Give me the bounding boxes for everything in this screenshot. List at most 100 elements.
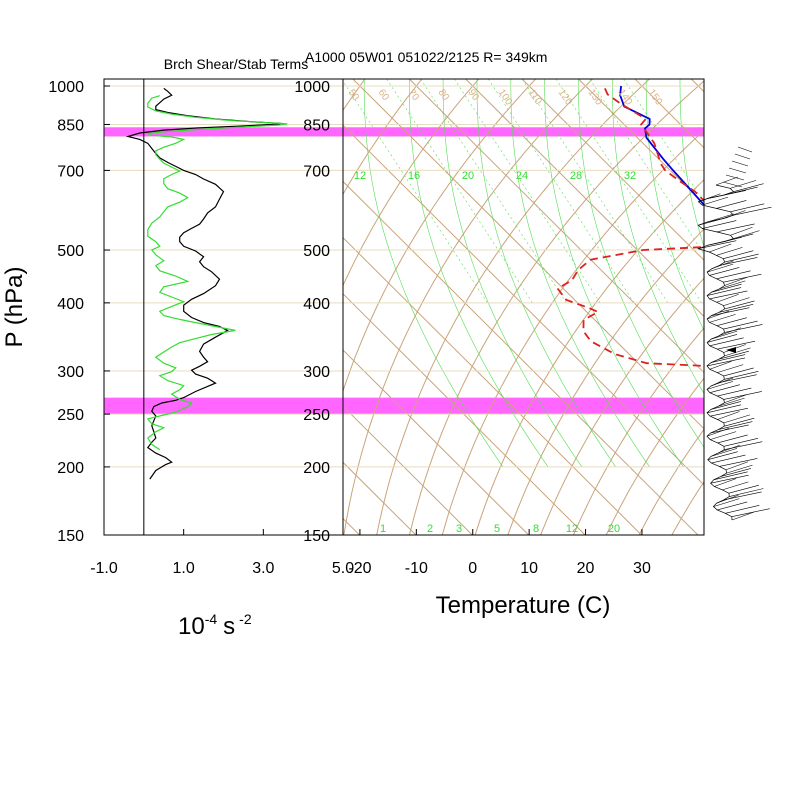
wind-barb [718, 327, 742, 337]
wind-barb [724, 371, 759, 380]
skewt-background-lines [343, 79, 800, 535]
moist-adiabat [476, 79, 616, 468]
wind-barb [702, 196, 729, 206]
right-xtick-label: -10 [405, 560, 428, 577]
wind-barb [719, 304, 754, 313]
wind-barb [723, 297, 750, 306]
wind-barb [710, 424, 749, 434]
wind-barb [713, 471, 748, 481]
wind-barb [731, 508, 770, 517]
dry-adiabat [507, 228, 704, 535]
wind-barb [709, 314, 736, 323]
right-series-group [556, 85, 704, 367]
adiabat-label: 80 [436, 87, 452, 103]
wind-barb [717, 434, 748, 444]
left-ytick-label: 700 [57, 163, 84, 180]
wind-barb [724, 394, 747, 404]
wind-barb [725, 174, 745, 181]
dry-adiabat [441, 129, 704, 535]
wind-barb [710, 401, 741, 410]
wind-barb [731, 160, 749, 167]
right-x-axis-label: Temperature (C) [436, 592, 611, 619]
wind-barb [709, 407, 749, 417]
wind-barb [718, 421, 753, 430]
mixing-ratio-label: 32 [624, 170, 636, 182]
moist-adiabat [578, 79, 704, 448]
left-ytick-label: 850 [57, 117, 84, 134]
wind-barb [737, 146, 753, 153]
adiabat-label: 50 [346, 87, 362, 103]
left-ytick-label: 500 [57, 243, 84, 260]
wind-barb [716, 293, 739, 303]
left-highlight-bands [104, 127, 343, 415]
wind-barb [714, 478, 737, 487]
mixing-ratio-label: 20 [462, 170, 474, 182]
left-xtick-label: 3.0 [252, 560, 274, 577]
left-xtick-label: -1.0 [90, 560, 118, 577]
y-axis-label: P (hPa) [1, 267, 28, 348]
adiabat-label: 60 [376, 87, 392, 103]
dry-adiabat [705, 79, 800, 535]
wind-barb [724, 253, 759, 263]
wind-barb [734, 153, 751, 160]
wind-barb [723, 250, 754, 259]
wind-barbs [697, 146, 772, 521]
left-x-axis-label: 10-4 s -2 [178, 611, 252, 640]
wind-barb-staff [697, 184, 735, 521]
wind-barb [723, 273, 762, 283]
left-ytick-label: 250 [57, 407, 84, 424]
moist-adiabat [645, 79, 704, 332]
wind-barb [717, 364, 744, 373]
right-ytick-label: 400 [303, 296, 330, 313]
isotherm [578, 79, 704, 205]
wind-barb [725, 461, 749, 471]
moist-adiabat [442, 79, 583, 468]
wind-barb [719, 458, 758, 467]
wind-barb [711, 354, 746, 363]
right-ytick-label: 250 [303, 407, 330, 424]
right-panel-frame [342, 78, 705, 536]
right-y-ticks: 150 200 250 300 400 500 700 850 1000 [294, 79, 330, 545]
wind-barb [724, 300, 755, 310]
wind-barb [711, 454, 746, 464]
wind-barb [709, 243, 732, 253]
left-series-line-1 [145, 95, 288, 451]
isotherm [690, 79, 704, 93]
mixing-ratio-bottom-label: 20 [608, 523, 620, 535]
moist-adiabat [612, 79, 704, 394]
wind-barb [730, 226, 753, 236]
left-ytick-label: 200 [57, 460, 84, 477]
moist-adiabat [544, 79, 684, 468]
right-x-ticks: -20 -10 0 10 20 30 [348, 529, 651, 577]
wind-barb [711, 307, 750, 316]
adiabat-label: 120 [556, 87, 575, 107]
wind-barb [733, 230, 760, 239]
wind-barb [725, 505, 760, 514]
wind-barb-pennant [726, 347, 736, 353]
dry-adiabat [572, 327, 704, 535]
right-ytick-label: 150 [303, 528, 330, 545]
moist-adiabat [363, 79, 504, 468]
wind-barb [709, 267, 740, 276]
dry-adiabat [540, 277, 704, 535]
wind-barb [717, 411, 740, 420]
mixing-ratio-bottom-label: 5 [494, 523, 500, 535]
right-band-1 [343, 127, 704, 137]
wind-barb [707, 287, 742, 296]
wind-barb [709, 384, 740, 393]
wind-barb [728, 484, 759, 494]
wind-barb [724, 347, 751, 357]
dry-adiabat [343, 79, 593, 535]
wind-barb [707, 451, 738, 460]
left-series-line-0 [125, 87, 284, 480]
isotherm [343, 349, 530, 535]
wind-barb [724, 324, 763, 333]
right-ytick-label: 300 [303, 364, 330, 381]
wind-barb [710, 474, 749, 484]
mixing-ratio-label: 28 [570, 170, 582, 182]
isotherm [521, 79, 704, 261]
right-xtick-label: 10 [520, 560, 538, 577]
left-chart-title: Brch Shear/Stab Terms [164, 56, 308, 72]
